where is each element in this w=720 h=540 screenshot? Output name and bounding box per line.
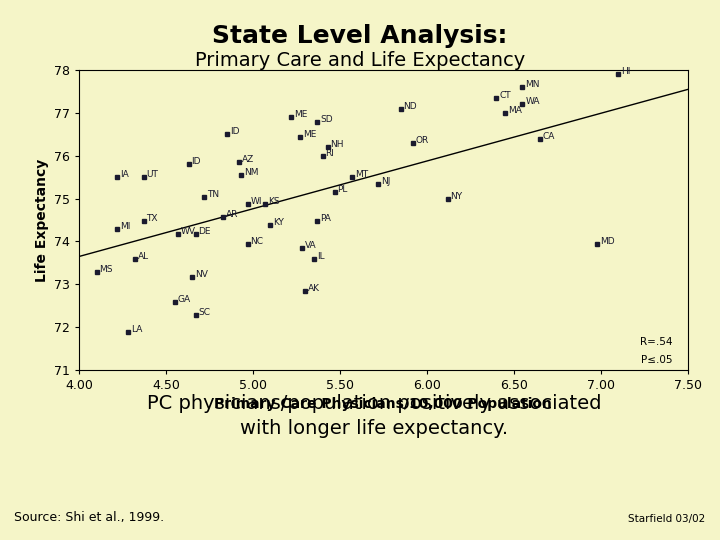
Text: LA: LA: [130, 325, 142, 334]
Text: OR: OR: [415, 136, 429, 145]
Text: Primary Care and Life Expectancy: Primary Care and Life Expectancy: [195, 51, 525, 70]
Text: NM: NM: [243, 168, 258, 177]
Text: ID: ID: [230, 127, 239, 137]
Text: AZ: AZ: [242, 156, 254, 164]
X-axis label: Primary Care Physicians/10,000 Population: Primary Care Physicians/10,000 Populatio…: [215, 397, 552, 411]
Text: NJ: NJ: [381, 177, 390, 186]
Text: AL: AL: [138, 252, 149, 261]
Text: IA: IA: [120, 170, 129, 179]
Text: MI: MI: [120, 222, 130, 232]
Text: CA: CA: [543, 132, 555, 141]
Text: P≤.05: P≤.05: [641, 355, 672, 366]
Text: WV: WV: [181, 227, 196, 236]
Text: VA: VA: [305, 241, 316, 250]
Text: ID: ID: [192, 157, 201, 166]
Text: PA: PA: [320, 214, 331, 223]
Text: MA: MA: [508, 106, 522, 115]
Text: NC: NC: [251, 237, 264, 246]
Text: NH: NH: [330, 140, 344, 149]
Y-axis label: Life Expectancy: Life Expectancy: [35, 158, 49, 282]
Text: MS: MS: [99, 265, 113, 274]
Text: MN: MN: [526, 80, 540, 89]
Text: SD: SD: [320, 114, 333, 124]
Text: AR: AR: [226, 210, 238, 219]
Text: WI: WI: [251, 197, 262, 206]
Text: ND: ND: [404, 102, 417, 111]
Text: IL: IL: [317, 252, 324, 261]
Text: MT: MT: [355, 170, 368, 179]
Text: SC: SC: [199, 308, 210, 317]
Text: MD: MD: [600, 237, 615, 246]
Text: ME: ME: [294, 110, 307, 119]
Text: CT: CT: [499, 91, 510, 100]
Text: TX: TX: [146, 214, 158, 223]
Text: WA: WA: [526, 97, 540, 106]
Text: UT: UT: [146, 170, 158, 179]
Text: Source: Shi et al., 1999.: Source: Shi et al., 1999.: [14, 511, 165, 524]
Text: KS: KS: [268, 197, 279, 206]
Text: GA: GA: [178, 295, 191, 304]
Text: PC physicians/population positively associated: PC physicians/population positively asso…: [147, 394, 602, 413]
Text: DE: DE: [199, 227, 211, 236]
Text: State Level Analysis:: State Level Analysis:: [212, 24, 508, 48]
Text: HI: HI: [621, 68, 630, 77]
Text: NV: NV: [195, 269, 208, 279]
Text: RI: RI: [325, 149, 334, 158]
Text: TN: TN: [207, 190, 220, 199]
Text: R=.54: R=.54: [640, 338, 672, 347]
Text: PL: PL: [338, 185, 348, 194]
Text: with longer life expectancy.: with longer life expectancy.: [240, 418, 508, 437]
Text: KY: KY: [273, 218, 284, 227]
Text: NY: NY: [451, 192, 463, 201]
Text: AK: AK: [308, 284, 320, 293]
Text: Starfield 03/02: Starfield 03/02: [629, 514, 706, 524]
Text: ME: ME: [302, 130, 316, 139]
